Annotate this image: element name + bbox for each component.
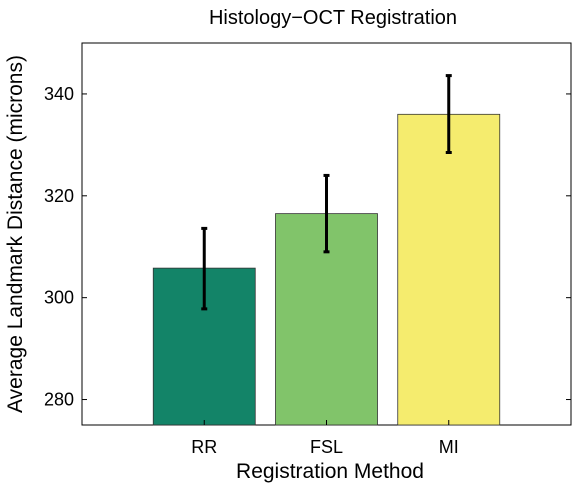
x-axis-label: Registration Method (236, 460, 424, 483)
x-tick-label-mi: MI (439, 437, 459, 457)
x-tick-label-fsl: FSL (310, 437, 343, 457)
bars-layer (152, 74, 501, 426)
ticks-layer: RR FSL MI 280 300 320 340 (44, 84, 571, 457)
y-tick-label-300: 300 (44, 288, 74, 308)
bar-mi (397, 113, 501, 426)
y-axis-label: Average Landmark Distance (microns) (4, 55, 27, 413)
y-tick-label-280: 280 (44, 390, 74, 410)
y-tick-label-320: 320 (44, 186, 74, 206)
y-tick-label-340: 340 (44, 84, 74, 104)
chart-title: Histology−OCT Registration (209, 7, 457, 29)
x-tick-label-rr: RR (191, 437, 217, 457)
